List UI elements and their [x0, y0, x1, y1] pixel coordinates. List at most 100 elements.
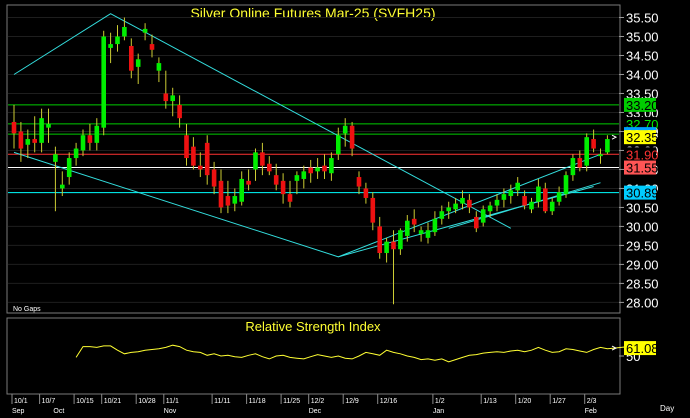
last-price-label: 32.35 — [626, 130, 659, 145]
candle-body — [25, 139, 31, 145]
candle — [425, 222, 431, 244]
rsi-last-bg — [624, 341, 656, 356]
candle — [239, 171, 244, 206]
low-price-label-bg — [624, 160, 656, 175]
candle — [577, 150, 583, 172]
candle-body — [101, 36, 106, 128]
candle-body — [32, 139, 37, 143]
candle-body — [66, 158, 72, 178]
candle-body — [425, 230, 431, 238]
candle — [405, 215, 410, 242]
candle-body — [522, 196, 527, 206]
candle — [446, 201, 451, 219]
date-tick-label: 12/9 — [345, 398, 359, 405]
candle-body — [204, 142, 210, 176]
price-tick-label: 34.00 — [626, 67, 659, 82]
candle-body — [280, 180, 286, 195]
candle-body — [529, 201, 534, 210]
month-label: Dec — [309, 408, 322, 415]
date-tick-label: 11/1 — [166, 398, 179, 405]
candle-body — [87, 135, 93, 143]
level-label: 33.20 — [626, 98, 659, 113]
candle — [453, 197, 458, 214]
price-tick-label: 29.50 — [626, 238, 659, 253]
candle — [460, 190, 465, 210]
candle-body — [198, 165, 203, 170]
candle — [336, 127, 341, 160]
candle — [80, 129, 86, 157]
low-price-label: 31.55 — [626, 161, 659, 176]
candle — [218, 169, 224, 214]
candle-body — [129, 45, 134, 71]
candle-body — [39, 118, 44, 143]
date-tick-label: 2/3 — [587, 398, 597, 405]
candle-body — [191, 146, 196, 166]
candle — [108, 32, 113, 64]
candle-body — [94, 125, 100, 143]
candle — [474, 211, 479, 233]
candle-body — [398, 230, 403, 250]
candle-body — [453, 203, 458, 210]
candle-body — [418, 230, 424, 235]
candle-body — [598, 154, 603, 157]
candle — [177, 95, 182, 128]
candle-body — [342, 125, 348, 134]
candle — [25, 129, 31, 159]
candle — [122, 17, 127, 41]
candle — [556, 186, 562, 206]
candle-body — [301, 171, 307, 179]
candle — [198, 152, 203, 178]
candle-body — [363, 188, 369, 198]
candle-body — [377, 226, 382, 254]
candle-body — [239, 178, 244, 202]
level-lines — [8, 104, 619, 194]
price-tick-label: 35.50 — [626, 10, 659, 25]
rsi-last-value-label: 61.08 — [626, 341, 659, 356]
candle — [11, 104, 17, 149]
candle — [384, 237, 389, 263]
candle-body — [501, 194, 507, 200]
candle — [570, 154, 576, 181]
date-tick-label: 10/28 — [138, 398, 156, 405]
candle — [349, 121, 355, 157]
candle-body — [411, 218, 417, 225]
date-tick-label: 11/18 — [249, 398, 266, 405]
candle — [315, 158, 320, 179]
candle — [149, 34, 155, 58]
level-label-bg — [624, 147, 656, 162]
candle-body — [46, 123, 51, 128]
candle-body — [122, 26, 127, 37]
date-tick-label: 1/2 — [435, 398, 445, 405]
candle — [515, 177, 520, 197]
candle — [94, 118, 100, 151]
candle — [398, 228, 403, 255]
candle — [287, 180, 293, 208]
candle — [363, 182, 369, 204]
candle-body — [267, 163, 272, 172]
level-label: 30.89 — [626, 186, 659, 201]
date-tick-label: 10/7 — [42, 398, 56, 405]
candle-body — [584, 137, 589, 166]
candle — [191, 137, 196, 170]
candle — [184, 123, 189, 166]
candle-body — [246, 180, 251, 185]
candle-body — [273, 175, 279, 185]
candle — [101, 30, 106, 136]
candle — [18, 121, 24, 162]
candle-body — [536, 186, 541, 202]
candle-body — [508, 190, 514, 197]
price-tick-label: 28.50 — [626, 276, 659, 291]
candle — [439, 205, 445, 225]
candle — [432, 211, 438, 236]
candle-body — [446, 207, 451, 212]
candle-body — [170, 95, 175, 102]
candle-body — [460, 197, 465, 204]
price-tick-label: 34.50 — [626, 48, 659, 63]
candle-body — [570, 158, 576, 176]
date-tick-label: 10/1 — [14, 398, 28, 405]
price-tick-label: 33.50 — [626, 86, 659, 101]
candle — [563, 171, 569, 198]
candle — [135, 53, 141, 84]
candle-body — [480, 209, 486, 223]
price-tick-label: 30.00 — [626, 219, 659, 234]
